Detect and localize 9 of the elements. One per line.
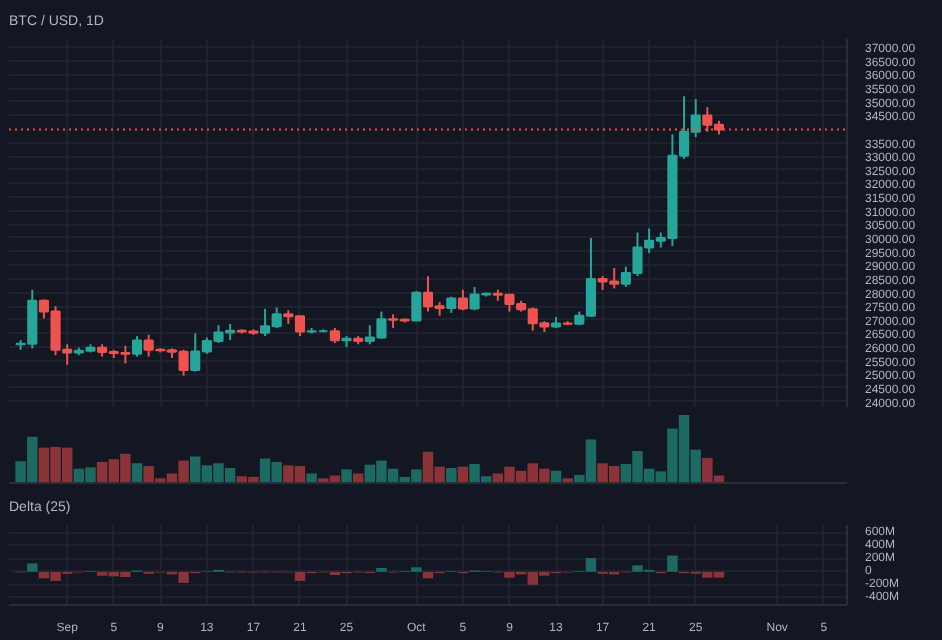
bar <box>352 473 364 483</box>
bar <box>131 463 143 483</box>
bar <box>667 555 678 572</box>
bar <box>341 469 352 483</box>
bar <box>27 563 38 572</box>
candlestick <box>131 335 143 358</box>
candlestick <box>411 290 422 323</box>
bar <box>306 473 317 483</box>
bar <box>446 468 457 483</box>
